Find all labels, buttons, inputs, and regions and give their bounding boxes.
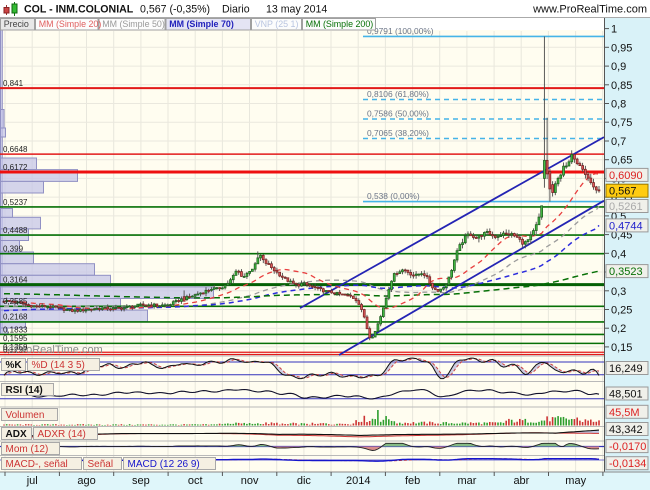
svg-text:%D (14 3 5): %D (14 3 5) (32, 360, 85, 371)
svg-text:0,3: 0,3 (611, 286, 626, 298)
svg-text:0,567 (-0,35%): 0,567 (-0,35%) (140, 4, 210, 16)
svg-text:0,7065 (38,20%): 0,7065 (38,20%) (367, 128, 429, 138)
svg-text:jul: jul (26, 475, 38, 487)
svg-text:0,3523: 0,3523 (609, 266, 643, 278)
svg-text:0,2: 0,2 (611, 323, 626, 335)
svg-text:abr: abr (513, 475, 529, 487)
svg-text:0,3164: 0,3164 (3, 275, 28, 284)
svg-text:0,9: 0,9 (611, 61, 626, 73)
svg-text:MM (Simple 70): MM (Simple 70) (169, 19, 234, 29)
svg-text:0,538 (0,00%): 0,538 (0,00%) (367, 191, 420, 201)
svg-text:1: 1 (611, 24, 617, 36)
svg-text:0,6172: 0,6172 (3, 163, 28, 172)
svg-text:0,65: 0,65 (611, 155, 632, 167)
svg-text:0,4: 0,4 (611, 248, 626, 260)
svg-text:MM (Simple 20): MM (Simple 20) (39, 19, 102, 29)
svg-text:0,85: 0,85 (611, 80, 632, 92)
svg-text:Señal: Señal (88, 459, 114, 470)
svg-text:0,4488: 0,4488 (3, 226, 28, 235)
svg-text:ADXR (14): ADXR (14) (38, 429, 86, 440)
svg-text:www.ProRealTime.com: www.ProRealTime.com (532, 4, 647, 16)
svg-text:0,5261: 0,5261 (609, 201, 643, 213)
svg-text:mar: mar (458, 475, 477, 487)
svg-text:0,4744: 0,4744 (609, 220, 643, 232)
svg-text:©ProRealTime.com: ©ProRealTime.com (7, 344, 103, 356)
svg-text:0,7586 (50,00%): 0,7586 (50,00%) (367, 109, 429, 119)
svg-text:feb: feb (405, 475, 420, 487)
svg-text:0,9791 (100,00%): 0,9791 (100,00%) (367, 26, 434, 36)
svg-text:0,6648: 0,6648 (3, 145, 28, 154)
svg-text:0,8: 0,8 (611, 99, 626, 111)
svg-text:nov: nov (241, 475, 259, 487)
svg-text:MACD-, señal: MACD-, señal (6, 459, 68, 470)
svg-text:0,2585: 0,2585 (3, 297, 28, 306)
svg-text:%K: %K (6, 360, 23, 371)
svg-text:13 may 2014: 13 may 2014 (266, 4, 327, 16)
svg-text:VNP (25 1): VNP (25 1) (255, 19, 299, 29)
svg-text:-0,0134: -0,0134 (609, 458, 646, 470)
svg-text:0,75: 0,75 (611, 117, 632, 129)
svg-text:-0,0170: -0,0170 (609, 441, 646, 453)
svg-text:0,8106 (61,80%): 0,8106 (61,80%) (367, 89, 429, 99)
svg-text:RSI (14): RSI (14) (6, 385, 43, 396)
svg-text:Volumen: Volumen (6, 410, 45, 421)
svg-text:0,1297: 0,1297 (3, 345, 28, 354)
svg-text:0,1358: 0,1358 (3, 343, 28, 352)
svg-text:COL - INM.COLONIAL: COL - INM.COLONIAL (24, 4, 134, 16)
svg-text:0,6090: 0,6090 (609, 170, 643, 182)
svg-text:MM (Simple 200): MM (Simple 200) (306, 19, 374, 29)
svg-text:may: may (565, 475, 586, 487)
svg-text:0,45: 0,45 (611, 230, 632, 242)
svg-text:dic: dic (297, 475, 312, 487)
svg-text:MM (Simple 50): MM (Simple 50) (102, 19, 165, 29)
svg-text:0,95: 0,95 (611, 42, 632, 54)
svg-text:2014: 2014 (346, 475, 370, 487)
svg-text:16,249: 16,249 (609, 363, 643, 375)
svg-text:0,25: 0,25 (611, 305, 632, 317)
svg-text:oct: oct (188, 475, 203, 487)
svg-text:ADX: ADX (6, 429, 27, 440)
svg-text:0,567: 0,567 (609, 186, 637, 198)
svg-text:0,841: 0,841 (3, 79, 24, 88)
svg-text:48,501: 48,501 (609, 389, 643, 401)
svg-text:0,15: 0,15 (611, 342, 632, 354)
svg-text:Precio: Precio (4, 19, 29, 29)
svg-text:0,1595: 0,1595 (3, 334, 28, 343)
svg-text:0,5237: 0,5237 (3, 198, 28, 207)
svg-text:MACD (12 26 9): MACD (12 26 9) (128, 459, 200, 470)
svg-text:43,342: 43,342 (609, 424, 643, 436)
svg-text:0,1833: 0,1833 (3, 325, 28, 334)
svg-text:45,5M: 45,5M (609, 407, 640, 419)
svg-text:0,399: 0,399 (3, 245, 24, 254)
svg-text:0,2168: 0,2168 (3, 313, 28, 322)
svg-text:sep: sep (132, 475, 150, 487)
svg-text:Diario: Diario (222, 4, 250, 16)
svg-text:ago: ago (77, 475, 95, 487)
svg-text:0,7: 0,7 (611, 136, 626, 148)
svg-text:Mom (12): Mom (12) (6, 444, 49, 455)
